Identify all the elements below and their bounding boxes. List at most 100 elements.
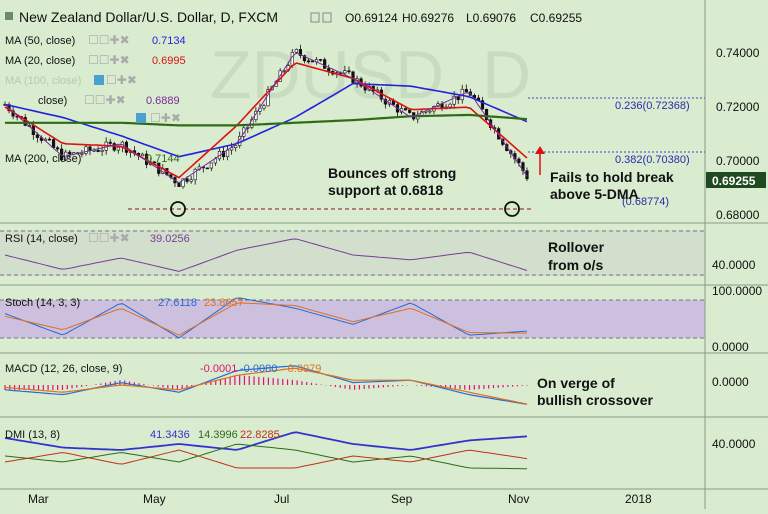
annotation-macd-line1: On verge of bbox=[537, 375, 615, 391]
time-tick-label: Mar bbox=[28, 492, 49, 506]
annotation-fails-line2: above 5-DMA bbox=[550, 186, 639, 202]
ma20-label: MA (20, close) bbox=[5, 55, 75, 67]
fib-0-label: (0.68774) bbox=[622, 196, 669, 208]
candle-body bbox=[323, 59, 327, 69]
ma5-value: 0.6889 bbox=[146, 95, 180, 107]
candle-body bbox=[205, 167, 209, 170]
legend-ma50[interactable]: MA (50, close) ☐☐✚✖ 0.7134 bbox=[5, 33, 186, 47]
settings-icon[interactable] bbox=[310, 12, 320, 23]
candle-body bbox=[35, 134, 39, 138]
ma5-line bbox=[4, 52, 528, 184]
candle-body bbox=[234, 145, 238, 149]
stoch-band bbox=[0, 300, 705, 338]
dmi-adx-value: 41.3436 bbox=[150, 429, 190, 441]
dmi-label: DMI (13, 8) bbox=[5, 429, 60, 441]
stoch-axis-top: 100.0000 bbox=[712, 284, 762, 298]
ma200-label: MA (200, close) bbox=[5, 153, 81, 165]
candle-body bbox=[306, 60, 311, 63]
ma5-controls[interactable]: ☐☐✚✖ bbox=[84, 93, 126, 107]
candle-body bbox=[189, 179, 193, 182]
current-price-badge bbox=[706, 172, 766, 188]
time-tick-label: May bbox=[143, 492, 166, 506]
candle-body bbox=[108, 141, 112, 144]
hide-icon[interactable] bbox=[322, 12, 332, 23]
dmi-axis-label: 40.0000 bbox=[712, 437, 756, 451]
candle-body bbox=[96, 149, 100, 152]
legend-ma200[interactable]: MA (200, close) 0.7144 bbox=[5, 153, 180, 165]
candle-body bbox=[448, 103, 452, 108]
stoch-d-line bbox=[4, 302, 528, 336]
ma20-line bbox=[4, 62, 528, 179]
price-panel[interactable] bbox=[0, 0, 705, 222]
stoch-k-value: 27.6118 bbox=[158, 297, 197, 309]
symbol-title: New Zealand Dollar/U.S. Dollar, D, FXCM bbox=[19, 9, 278, 25]
stoch-label: Stoch (14, 3, 3) bbox=[5, 297, 80, 309]
annotation-rollover-line1: Rollover bbox=[548, 239, 605, 255]
candle-body bbox=[517, 158, 521, 163]
candle-body bbox=[343, 70, 347, 74]
ohlc-open: O0.69124 bbox=[345, 11, 398, 25]
annotation-macd-line2: bullish crossover bbox=[537, 392, 653, 408]
ma20-controls[interactable]: ☐☐✚✖ bbox=[88, 53, 130, 67]
legend-ma20[interactable]: MA (20, close) ☐☐✚✖ 0.6995 bbox=[5, 53, 186, 67]
time-tick-label: Jul bbox=[274, 492, 289, 506]
candle-body bbox=[193, 169, 197, 181]
time-tick-label: 2018 bbox=[625, 492, 652, 506]
legend-controls[interactable]: ☐✚✖ bbox=[150, 111, 181, 125]
support-touch-may bbox=[170, 201, 186, 217]
macd-axis-label: 0.0000 bbox=[712, 375, 749, 389]
rsi-line bbox=[4, 238, 528, 272]
rsi-value: 39.0256 bbox=[150, 233, 190, 245]
stoch-axis-bottom: 0.0000 bbox=[712, 340, 749, 354]
ohlc-low: L0.69076 bbox=[466, 11, 516, 25]
ma50-label: MA (50, close) bbox=[5, 35, 75, 47]
annotation-bounce-line1: Bounces off strong bbox=[328, 165, 456, 181]
ma100-label: MA (100, close) bbox=[5, 75, 81, 87]
legend-ma100[interactable]: MA (100, close) ☐✚✖ bbox=[5, 73, 137, 87]
candle-body bbox=[310, 60, 315, 63]
rsi-label: RSI (14, close) bbox=[5, 233, 78, 245]
candle-body bbox=[209, 162, 213, 169]
candle-body bbox=[404, 108, 408, 111]
ma100-controls[interactable]: ☐✚✖ bbox=[106, 73, 137, 87]
legend-ma5[interactable]: close) ☐☐✚✖ 0.6889 bbox=[38, 93, 180, 107]
ma20-value: 0.6995 bbox=[152, 55, 186, 67]
candle-body bbox=[116, 146, 120, 151]
rsi-axis-label: 40.0000 bbox=[712, 258, 756, 272]
candle-body bbox=[480, 100, 485, 110]
rsi-controls[interactable]: ☐☐✚✖ bbox=[88, 231, 130, 245]
candle-body bbox=[319, 59, 323, 61]
macd-label: MACD (12, 26, close, 9) bbox=[5, 363, 122, 375]
candle-body bbox=[140, 153, 145, 157]
ohlc-high: H0.69276 bbox=[402, 11, 454, 25]
ma50-line bbox=[4, 82, 528, 158]
fib-382-label: 0.382(0.70380) bbox=[615, 154, 690, 166]
candle-body bbox=[177, 182, 181, 187]
candle-body bbox=[262, 105, 266, 109]
candle-body bbox=[408, 109, 412, 113]
time-tick-label: Nov bbox=[508, 492, 529, 506]
price-tick-label: 0.72000 bbox=[716, 100, 760, 114]
time-tick-label: Sep bbox=[391, 492, 413, 506]
ma50-controls[interactable]: ☐☐✚✖ bbox=[88, 33, 130, 47]
candle-body bbox=[80, 153, 84, 155]
dmi-pdi-value: 14.3996 bbox=[198, 429, 238, 441]
candle-body bbox=[213, 158, 218, 164]
stoch-d-value: 23.8657 bbox=[204, 297, 244, 309]
candle-body bbox=[56, 147, 60, 150]
candle-body bbox=[51, 139, 56, 149]
indicator-series bbox=[4, 238, 528, 470]
candle-body bbox=[505, 144, 509, 152]
eye-icon[interactable] bbox=[136, 113, 146, 123]
dmi-adx-line bbox=[4, 431, 528, 451]
ohlc-close: C0.69255 bbox=[530, 11, 582, 25]
macd-value: -0.0080 bbox=[240, 363, 277, 375]
candle-body bbox=[84, 146, 88, 154]
candle-body bbox=[112, 143, 116, 151]
macd-hist-value: -0.0001 bbox=[200, 363, 237, 375]
eye-icon[interactable] bbox=[94, 75, 104, 85]
candle-body bbox=[302, 55, 307, 62]
collapse-icon[interactable] bbox=[5, 12, 13, 20]
dmi-panel[interactable] bbox=[0, 418, 705, 488]
